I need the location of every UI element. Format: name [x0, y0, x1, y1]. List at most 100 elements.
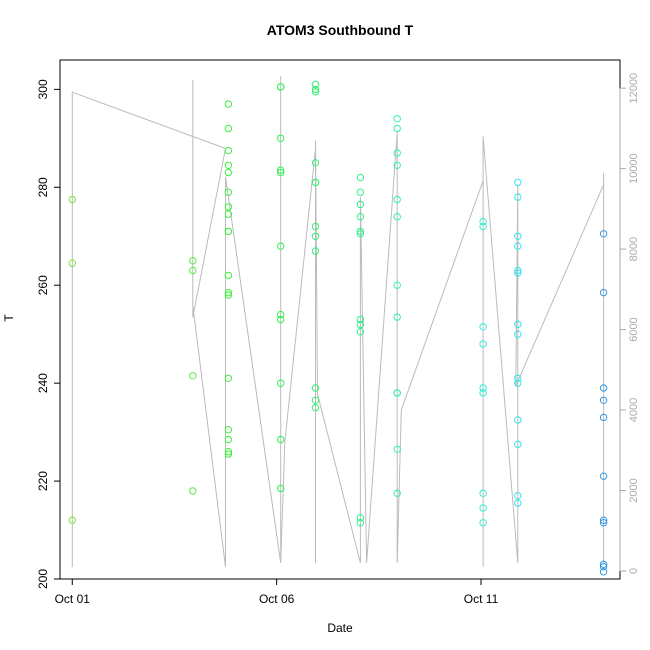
- data-point: [277, 379, 285, 387]
- data-point: [68, 259, 77, 267]
- data-point: [479, 217, 487, 226]
- data-point: [277, 435, 285, 444]
- data-point: [514, 320, 522, 329]
- data-point: [479, 340, 487, 348]
- data-point: [356, 519, 365, 527]
- data-point: [599, 472, 608, 480]
- y-tick-label: 240: [36, 373, 50, 393]
- data-point: [356, 227, 365, 236]
- secondary-series: [71, 76, 605, 567]
- y2-tick-label: 4000: [628, 398, 640, 422]
- y2-tick-label: 8000: [628, 237, 640, 261]
- data-point: [599, 560, 608, 568]
- data-point: [224, 100, 233, 108]
- y2-tick-label: 2000: [628, 478, 640, 502]
- data-point: [311, 159, 320, 167]
- data-point: [599, 516, 608, 524]
- data-point: [224, 288, 233, 297]
- data-point: [514, 232, 522, 241]
- data-point: [514, 242, 522, 250]
- data-point: [311, 178, 320, 187]
- y-tick-label: 220: [36, 471, 50, 491]
- data-point: [224, 448, 233, 456]
- data-point: [356, 514, 365, 522]
- data-point: [224, 426, 233, 434]
- data-point: [514, 440, 522, 449]
- data-point: [393, 124, 401, 133]
- x-axis-label: Date: [327, 621, 353, 635]
- data-point: [277, 242, 285, 250]
- y-tick-label: 280: [36, 177, 50, 197]
- data-point: [224, 203, 233, 211]
- data-point: [479, 323, 487, 331]
- y-tick-label: 300: [36, 79, 50, 99]
- data-point: [224, 124, 233, 133]
- data-point: [514, 193, 522, 201]
- data-point: [68, 195, 77, 204]
- data-point: [311, 80, 320, 89]
- data-point: [356, 188, 365, 196]
- data-point: [224, 210, 233, 218]
- data-point: [514, 492, 522, 500]
- data-point: [224, 435, 233, 444]
- data-point: [599, 568, 608, 576]
- data-point: [311, 85, 320, 94]
- data-points: [68, 80, 608, 576]
- data-point: [479, 222, 487, 231]
- data-point: [356, 315, 365, 324]
- data-point: [393, 115, 401, 123]
- data-point: [189, 487, 197, 495]
- data-point: [514, 379, 522, 387]
- data-point: [393, 445, 401, 453]
- y2-tick-label: 0: [628, 568, 640, 574]
- data-point: [311, 403, 320, 412]
- data-point: [277, 315, 285, 324]
- data-point: [189, 372, 197, 380]
- y2-tick-label: 12000: [628, 73, 640, 104]
- y2-axis: 0 2000 4000 6000 8000 10000 12000: [619, 73, 640, 574]
- y-axis-label: T: [2, 314, 16, 322]
- data-point: [393, 281, 401, 289]
- data-point: [277, 134, 285, 143]
- data-point: [224, 168, 233, 177]
- data-point: [311, 88, 320, 96]
- data-point: [311, 222, 320, 231]
- data-point: [393, 213, 401, 221]
- data-point: [479, 389, 487, 397]
- data-point: [514, 266, 522, 275]
- data-point: [479, 504, 487, 512]
- x-tick-label: Oct 01: [55, 592, 91, 606]
- y-tick-label: 200: [36, 569, 50, 589]
- chart-title: ATOM3 Southbound T: [267, 22, 414, 38]
- data-point: [393, 389, 401, 397]
- data-point: [514, 269, 522, 277]
- plot-frame: [59, 59, 621, 580]
- data-point: [514, 178, 522, 187]
- data-point: [277, 484, 285, 493]
- data-point: [393, 195, 401, 204]
- data-point: [514, 416, 522, 424]
- data-point: [393, 313, 401, 321]
- x-axis: Oct 01 Oct 06 Oct 11: [55, 578, 499, 606]
- data-point: [224, 450, 233, 458]
- data-point: [189, 257, 197, 265]
- data-point: [356, 213, 365, 221]
- secondary-series-line: [71, 76, 605, 567]
- data-point: [224, 227, 233, 236]
- data-point: [599, 230, 608, 238]
- data-point: [224, 291, 233, 299]
- data-point: [393, 489, 401, 497]
- data-point: [224, 161, 233, 170]
- data-point: [599, 288, 608, 297]
- data-point: [277, 166, 285, 174]
- data-point: [277, 168, 285, 177]
- data-point: [393, 161, 401, 170]
- data-point: [189, 266, 197, 275]
- data-point: [277, 310, 285, 319]
- y2-tick-label: 6000: [628, 317, 640, 341]
- data-point: [224, 188, 233, 196]
- y2-tick-label: 10000: [628, 153, 640, 184]
- data-point: [311, 247, 320, 255]
- data-point: [393, 149, 401, 157]
